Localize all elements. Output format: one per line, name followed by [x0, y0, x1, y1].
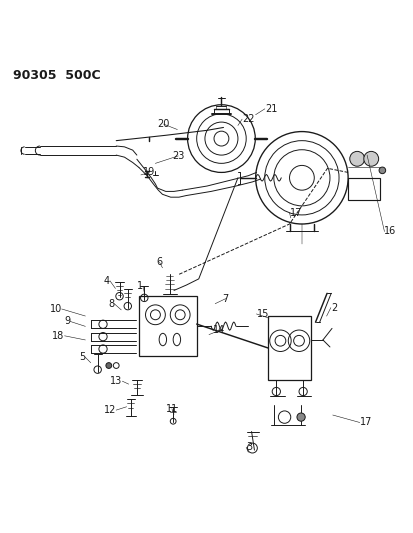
Text: 20: 20: [157, 119, 169, 129]
Text: 21: 21: [264, 104, 276, 114]
Text: 8: 8: [108, 298, 114, 309]
Text: 9: 9: [64, 317, 70, 326]
Circle shape: [296, 413, 304, 421]
Bar: [268, 316, 311, 380]
Text: 17: 17: [289, 208, 301, 218]
Text: 16: 16: [384, 227, 396, 237]
Text: 3: 3: [246, 442, 252, 452]
Circle shape: [378, 167, 385, 174]
Text: 14: 14: [213, 326, 225, 335]
Text: 19: 19: [143, 167, 155, 177]
Circle shape: [363, 151, 378, 166]
Text: 2: 2: [330, 303, 336, 313]
Text: 22: 22: [242, 114, 254, 124]
Text: 6: 6: [156, 257, 162, 268]
Text: 13: 13: [110, 376, 122, 386]
Circle shape: [106, 362, 112, 368]
Text: 4: 4: [104, 276, 110, 286]
Text: 1: 1: [137, 281, 143, 292]
Text: 23: 23: [171, 151, 184, 161]
Text: 90305  500C: 90305 500C: [13, 69, 100, 82]
Text: 18: 18: [52, 331, 64, 341]
Text: 15: 15: [256, 309, 268, 319]
Bar: [139, 296, 196, 356]
Circle shape: [349, 151, 364, 166]
Text: 17: 17: [359, 417, 371, 427]
Text: 12: 12: [104, 405, 116, 415]
Text: 10: 10: [50, 304, 62, 314]
Bar: [347, 178, 380, 200]
Text: 5: 5: [79, 352, 85, 362]
Text: 11: 11: [165, 404, 178, 414]
Text: 7: 7: [222, 294, 228, 304]
